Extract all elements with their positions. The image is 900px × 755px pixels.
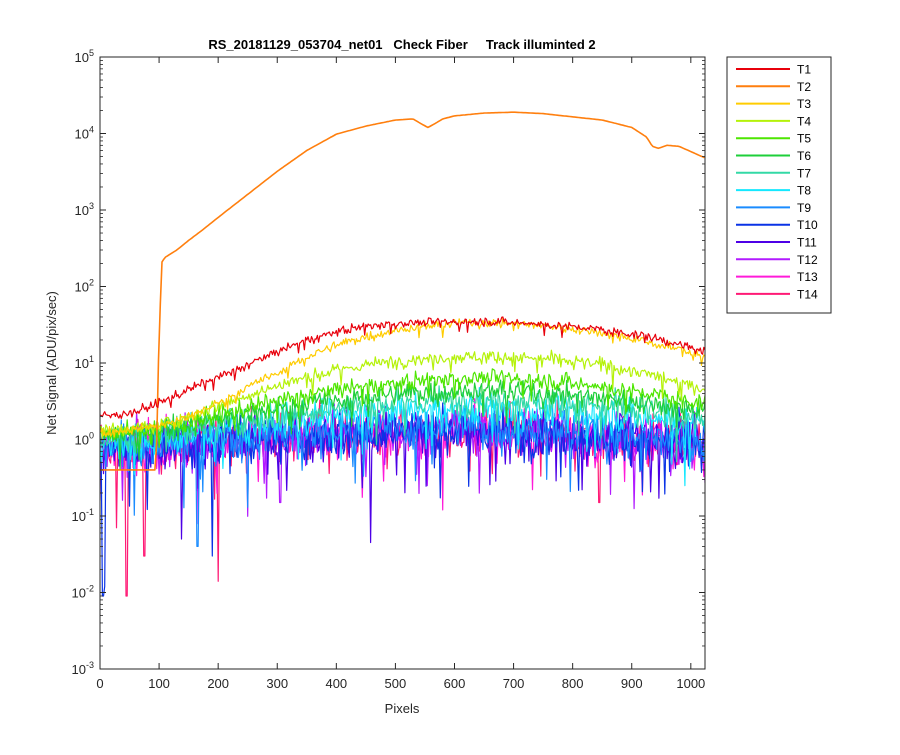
y-axis-label: Net Signal (ADU/pix/sec) [44, 291, 59, 435]
x-tick-label: 200 [207, 676, 229, 691]
y-axis: 10-3 10-2 10-1 100 101 102 103 104 105 [72, 48, 705, 677]
legend-label-t3: T3 [797, 97, 811, 111]
series-line-t1 [100, 316, 705, 419]
series-line-t5 [100, 368, 705, 449]
x-tick-label: 600 [444, 676, 466, 691]
x-tick-label: 400 [325, 676, 347, 691]
y-tick-label: 101 [75, 354, 94, 371]
series-layer [100, 111, 705, 597]
x-tick-label: 1000 [676, 676, 705, 691]
y-tick-label: 10-2 [72, 584, 94, 601]
legend-label-t1: T1 [797, 63, 811, 77]
series-line-t2 [100, 111, 705, 471]
x-axis: 0 100 200 300 400 500 600 700 800 900 1000 [96, 57, 705, 691]
legend-label-t13: T13 [797, 270, 818, 284]
legend-label-t6: T6 [797, 149, 811, 163]
x-tick-label: 900 [621, 676, 643, 691]
y-tick-label: 104 [75, 125, 94, 142]
plot-area [99, 56, 706, 670]
legend-label-t7: T7 [797, 166, 811, 180]
legend-label-t11: T11 [797, 236, 817, 250]
legend-label-t2: T2 [797, 80, 811, 94]
series-line-t10 [100, 402, 705, 597]
y-tick-label: 105 [75, 48, 94, 65]
legend: T1 T2 T3 T4 T5 T6 T7 T8 T9 T10 T11 T12 T13 T14 [726, 56, 832, 314]
legend-label-t9: T9 [797, 201, 811, 215]
y-tick-label: 10-1 [72, 507, 94, 524]
y-tick-label: 100 [75, 431, 94, 448]
x-tick-label: 300 [266, 676, 288, 691]
y-tick-label: 10-3 [72, 660, 94, 677]
chart-title: RS_20181129_053704_net01 Check Fiber Tra… [208, 37, 595, 52]
legend-box [726, 56, 832, 314]
series-line-t4 [100, 349, 705, 441]
x-axis-label: Pixels [385, 701, 420, 716]
legend-entries: T1 T2 T3 T4 T5 T6 T7 T8 T9 T10 T11 T12 T13 T14 [736, 63, 818, 301]
y-tick-label: 103 [75, 201, 94, 218]
legend-label-t5: T5 [797, 132, 811, 146]
x-tick-label: 0 [96, 676, 103, 691]
x-tick-label: 800 [562, 676, 584, 691]
legend-label-t8: T8 [797, 184, 811, 198]
y-tick-label: 102 [75, 278, 94, 295]
x-tick-label: 100 [148, 676, 170, 691]
x-tick-label: 700 [503, 676, 525, 691]
series-line-t9 [100, 404, 705, 547]
legend-label-t4: T4 [797, 114, 811, 128]
legend-label-t10: T10 [797, 218, 818, 232]
x-tick-label: 500 [385, 676, 407, 691]
legend-label-t14: T14 [797, 287, 818, 301]
legend-label-t12: T12 [797, 253, 818, 267]
axes-background [100, 57, 705, 669]
